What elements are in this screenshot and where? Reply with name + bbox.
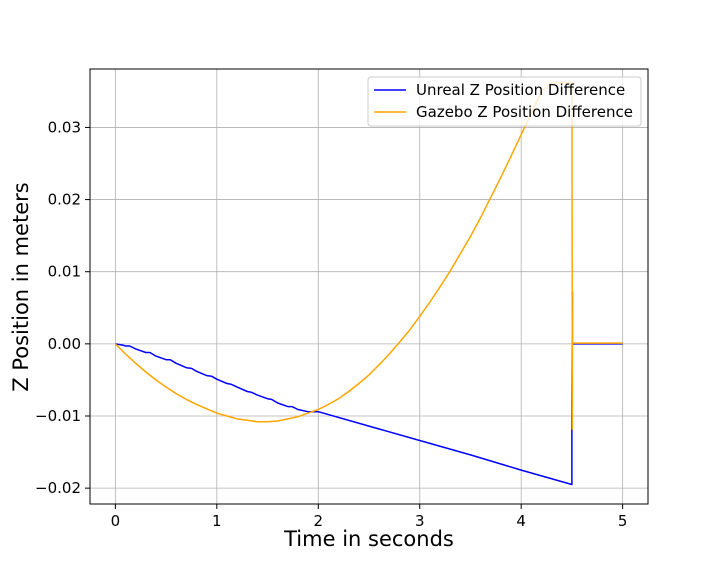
y-tick-label: −0.01 — [35, 407, 81, 425]
x-axis-label: Time in seconds — [283, 527, 454, 551]
x-tick-label: 0 — [111, 512, 121, 530]
plot-frame — [89, 68, 649, 505]
x-tick-label: 3 — [415, 512, 425, 530]
legend: Unreal Z Position Difference Gazebo Z Po… — [367, 76, 642, 127]
x-tick-label: 4 — [516, 512, 526, 530]
x-tick-label: 1 — [212, 512, 222, 530]
y-tick-label: −0.02 — [35, 479, 81, 497]
y-tick-label: 0.01 — [48, 263, 81, 281]
y-tick-label: 0.00 — [48, 335, 81, 353]
y-axis: −0.02 −0.01 0.00 0.01 0.02 0.03 — [35, 118, 90, 497]
legend-box — [367, 76, 642, 127]
x-tick-label: 2 — [313, 512, 323, 530]
legend-label-unreal: Unreal Z Position Difference — [416, 81, 625, 99]
x-tick-label: 5 — [618, 512, 628, 530]
series-group — [114, 81, 623, 486]
y-tick-label: 0.03 — [48, 118, 81, 136]
series-line-0 — [115, 291, 623, 486]
series-line-1 — [114, 81, 623, 430]
x-axis: 0 1 2 3 4 5 — [111, 504, 628, 530]
legend-label-gazebo: Gazebo Z Position Difference — [416, 103, 633, 121]
y-tick-label: 0.02 — [48, 191, 81, 209]
grid-lines — [90, 69, 648, 504]
y-axis-label: Z Position in meters — [9, 182, 33, 391]
